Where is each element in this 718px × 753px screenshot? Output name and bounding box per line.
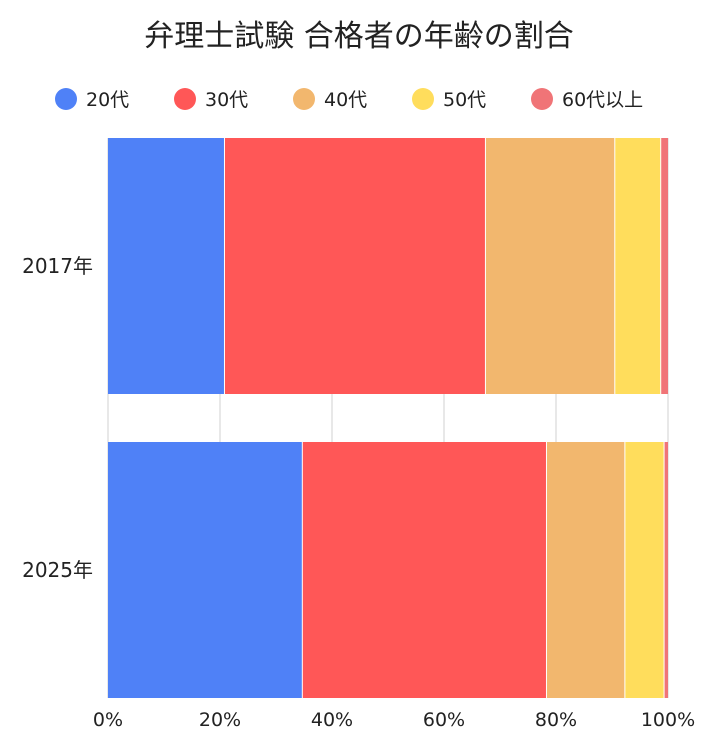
legend-item[interactable]: 60代以上 <box>531 88 643 111</box>
legend-label: 50代 <box>443 89 486 111</box>
legend-item[interactable]: 20代 <box>55 88 129 111</box>
y-tick-label: 2025年 <box>22 558 93 582</box>
y-axis: 2017年 2025年 <box>22 254 93 582</box>
bar-segment-4[interactable] <box>624 442 665 698</box>
bar-segment-3[interactable] <box>546 442 625 698</box>
bar-segment-3[interactable] <box>485 138 615 394</box>
x-tick-label: 0% <box>93 709 123 731</box>
legend-item[interactable]: 30代 <box>174 88 248 111</box>
bar-row <box>108 138 668 394</box>
bar-segment-1[interactable] <box>108 138 225 394</box>
bar-segment-5[interactable] <box>660 138 668 394</box>
y-tick-label: 2017年 <box>22 254 93 278</box>
legend-item[interactable]: 40代 <box>293 88 367 111</box>
bar-row <box>108 442 668 698</box>
legend-label: 20代 <box>86 89 129 111</box>
x-tick-label: 100% <box>641 709 695 731</box>
legend-swatch <box>531 88 553 110</box>
x-tick-label: 40% <box>311 709 353 731</box>
legend-label: 30代 <box>205 89 248 111</box>
bar-segment-1[interactable] <box>108 442 303 698</box>
legend-label: 40代 <box>324 89 367 111</box>
x-tick-label: 60% <box>423 709 465 731</box>
legend-swatch <box>174 88 196 110</box>
bar-segment-2[interactable] <box>224 138 486 394</box>
bar-segment-5[interactable] <box>664 442 668 698</box>
legend-item[interactable]: 50代 <box>412 88 486 111</box>
legend-swatch <box>55 88 77 110</box>
legend-label: 60代以上 <box>562 89 643 111</box>
bars <box>108 138 668 698</box>
x-tick-label: 20% <box>199 709 241 731</box>
x-tick-label: 80% <box>535 709 577 731</box>
chart-title: 弁理士試験 合格者の年齢の割合 <box>144 19 574 54</box>
x-axis: 0% 20% 40% 60% 80% 100% <box>93 709 695 731</box>
legend-swatch <box>412 88 434 110</box>
legend-swatch <box>293 88 315 110</box>
bar-segment-4[interactable] <box>614 138 661 394</box>
legend: 20代 30代 40代 50代 60代以上 <box>55 88 643 111</box>
bar-segment-2[interactable] <box>302 442 547 698</box>
